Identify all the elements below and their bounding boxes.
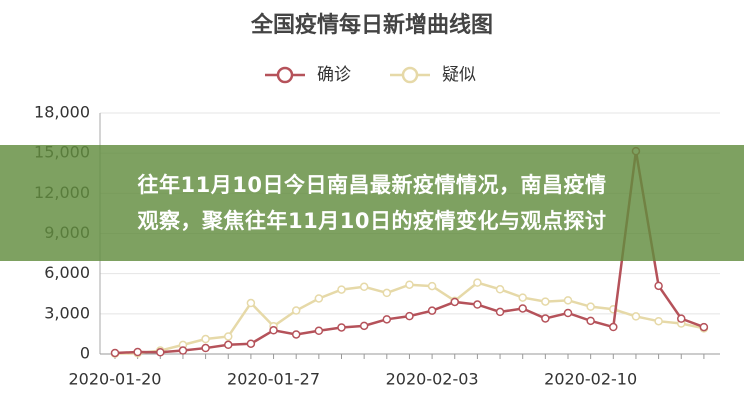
y-tick-label: 0: [80, 344, 90, 363]
point: [541, 314, 550, 323]
point: [291, 306, 301, 315]
point: [563, 296, 573, 305]
point: [314, 294, 324, 303]
point: [201, 334, 210, 344]
point: [337, 323, 346, 332]
point: [337, 285, 346, 294]
point: [382, 288, 392, 298]
x-tick-label: 2020-02-03: [386, 370, 479, 389]
point: [654, 316, 663, 326]
y-tick-label: 6,000: [44, 263, 90, 282]
point: [133, 347, 142, 357]
point: [224, 332, 233, 341]
y-tick-label: 3,000: [44, 303, 90, 322]
point: [541, 297, 550, 306]
y-tick-label: 18,000: [34, 103, 90, 122]
point: [291, 330, 301, 339]
point: [359, 321, 369, 331]
legend-marker: [401, 66, 419, 84]
point: [609, 322, 618, 332]
point: [156, 347, 165, 357]
overlay-line: 往年11月10日今日南昌最新疫情情况，南昌疫情: [137, 173, 607, 197]
point: [110, 348, 120, 358]
point: [405, 311, 414, 321]
overlay-line: 观察，聚焦往年11月10日的疫情变化与观点探讨: [137, 209, 607, 233]
point: [246, 339, 256, 348]
legend-label: 疑似: [442, 65, 476, 85]
point: [518, 304, 527, 313]
point: [405, 280, 414, 289]
x-tick-label: 2020-01-20: [69, 370, 162, 389]
point: [699, 322, 709, 332]
point: [314, 326, 324, 335]
point: [382, 315, 392, 324]
point: [427, 306, 437, 315]
point: [631, 312, 641, 321]
chart-title: 全国疫情每日新增曲线图: [250, 12, 493, 38]
point: [654, 281, 663, 291]
point: [677, 314, 686, 323]
point: [518, 293, 527, 302]
point: [473, 300, 482, 309]
point: [586, 302, 595, 311]
legend-label: 确诊: [317, 65, 351, 85]
point: [246, 298, 256, 308]
point: [178, 346, 188, 355]
point: [269, 326, 278, 335]
point: [495, 307, 505, 317]
point: [586, 316, 595, 326]
point: [563, 308, 573, 318]
legend-marker: [276, 66, 294, 84]
point: [359, 282, 369, 292]
point: [201, 343, 210, 353]
point: [224, 340, 233, 350]
x-tick-label: 2020-01-27: [227, 370, 320, 389]
overlay-banner: 往年11月10日今日南昌最新疫情情况，南昌疫情 观察，聚焦往年11月10日的疫情…: [0, 145, 744, 261]
x-tick-label: 2020-02-10: [544, 370, 637, 389]
point: [495, 285, 505, 294]
point: [427, 281, 437, 291]
point: [450, 297, 459, 307]
point: [473, 278, 482, 287]
